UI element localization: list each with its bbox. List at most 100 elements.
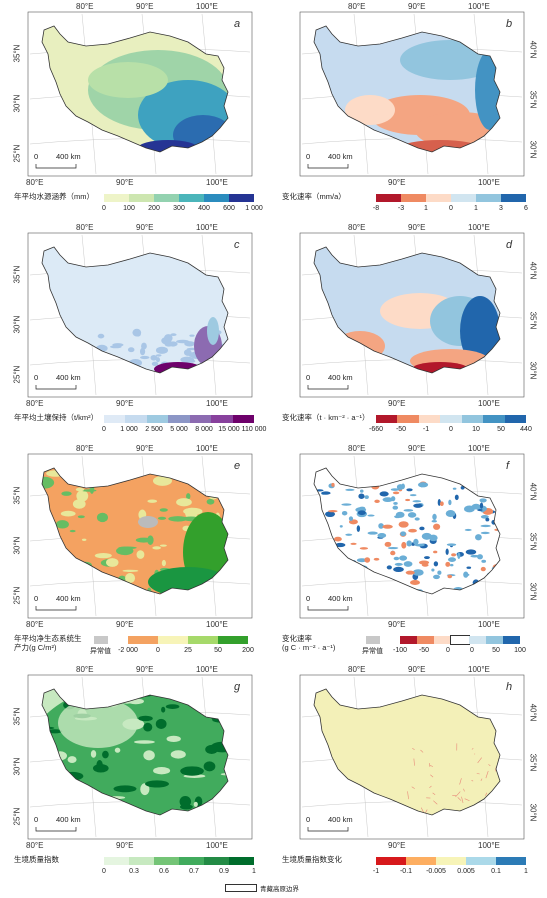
legend-swatch xyxy=(401,194,426,202)
legend-swatch xyxy=(204,857,229,865)
legend-tick: 5 000 xyxy=(170,426,188,433)
bottom-lon-label: 100°E xyxy=(206,178,228,187)
legend-swatch xyxy=(450,635,470,645)
scale-label: 400 km xyxy=(328,152,353,161)
legend-swatch xyxy=(417,636,435,644)
legend-tick: 0 xyxy=(102,426,106,433)
legend-tick: 400 xyxy=(198,205,210,212)
legend-title: 年平均水源涵养（mm） xyxy=(14,192,94,201)
legend-swatch xyxy=(179,194,204,202)
scale-zero: 0 xyxy=(34,815,39,824)
legend-ticks: -8 -3 1 0 1 3 6 xyxy=(373,205,528,215)
right-lat-label: 40°N xyxy=(528,703,538,722)
map-panel-g: g 0 400 km 80°E 90°E 100°E 80°E 90°E 100°E 35°N 30… xyxy=(6,665,274,887)
legend-swatch xyxy=(218,636,248,644)
left-lat-label: 35°N xyxy=(12,44,22,63)
scale-zero: 0 xyxy=(306,594,311,603)
legend-tick: -50 xyxy=(395,426,407,433)
map-panel-e: e 0 400 km 80°E 90°E 100°E 80°E 90°E 100°E 35°N 30… xyxy=(6,444,274,666)
legend-tick: 200 xyxy=(148,205,160,212)
panel-letter: f xyxy=(506,460,510,472)
scale-zero: 0 xyxy=(34,152,39,161)
top-lon-label: 100°E xyxy=(196,2,218,11)
map-e xyxy=(27,453,253,619)
legend-tick: -0.005 xyxy=(426,868,446,875)
legend-swatch xyxy=(496,857,526,865)
left-lat-label: 25°N xyxy=(12,586,22,605)
legend-ticks: -2 000 0 25 50 200 xyxy=(118,647,254,657)
plateau-boundary xyxy=(41,25,229,153)
legend-swatch xyxy=(418,415,441,423)
legend-ticks: 0 0.3 0.6 0.7 0.9 1 xyxy=(102,868,256,878)
plateau-fill xyxy=(314,26,500,152)
top-lon-label: 80°E xyxy=(348,665,366,674)
legend-ticks: -1 -0.1 -0.005 0.005 0.1 1 xyxy=(373,868,528,878)
plateau-boundary xyxy=(41,467,229,595)
panel-letter: e xyxy=(234,460,241,472)
top-lon-label: 90°E xyxy=(136,444,154,453)
legend-tick: 1 xyxy=(474,205,478,212)
legend-colorbar xyxy=(104,857,254,865)
right-lat-label: 30°N xyxy=(528,361,538,380)
map-frame xyxy=(27,232,253,398)
legend-swatch xyxy=(179,857,204,865)
legend-swatch xyxy=(485,636,503,644)
legend-swatch xyxy=(502,636,520,644)
legend-tick: 200 xyxy=(242,647,254,654)
legend-title: 生境质量指数 xyxy=(14,855,59,864)
scale-bar xyxy=(35,827,77,832)
legend-title: 变化速率 (g C · m⁻² · a⁻¹) xyxy=(282,634,336,652)
legend-swatch xyxy=(461,415,484,423)
legend-tick: 2 500 xyxy=(145,426,163,433)
scale-zero: 0 xyxy=(306,373,311,382)
legend-tick: 300 xyxy=(173,205,185,212)
bottom-lon-label: 90°E xyxy=(116,399,134,408)
legend-tick: -2 000 xyxy=(118,647,138,654)
panel-letter: b xyxy=(506,18,513,30)
legend-swatch xyxy=(476,194,501,202)
top-lon-label: 100°E xyxy=(468,665,490,674)
legend-swatch xyxy=(204,194,229,202)
plateau-boundary xyxy=(313,467,501,595)
right-lat-label: 35°N xyxy=(528,311,538,330)
top-lon-label: 90°E xyxy=(408,223,426,232)
legend-swatch xyxy=(440,415,462,423)
panel-letter: h xyxy=(506,681,513,693)
legend-colorbar xyxy=(128,636,248,644)
map-c xyxy=(27,232,253,398)
top-lon-label: 90°E xyxy=(408,2,426,11)
left-lat-label: 25°N xyxy=(12,144,22,163)
map-frame xyxy=(299,453,525,619)
bottom-lon-label: 100°E xyxy=(478,178,500,187)
legend-swatch xyxy=(154,857,179,865)
legend-swatch xyxy=(104,415,126,423)
legend-ticks: 0 100 200 300 400 600 1 000 xyxy=(102,205,263,215)
bottom-lon-label: 80°E xyxy=(26,841,44,850)
scale-label: 400 km xyxy=(56,152,81,161)
legend-tick: 3 xyxy=(499,205,503,212)
scale-bar xyxy=(307,606,349,611)
abnormal-swatch xyxy=(366,636,380,644)
right-lat-label: 30°N xyxy=(528,140,538,159)
left-lat-label: 25°N xyxy=(12,807,22,826)
legend-ticks: -100 -50 0 0 50 100 xyxy=(393,647,526,657)
legend-swatch xyxy=(400,636,418,644)
scale-label: 400 km xyxy=(328,815,353,824)
legend-colorbar xyxy=(104,415,254,423)
legend-swatch xyxy=(189,415,212,423)
legend-swatch xyxy=(376,194,401,202)
bottom-lon-label: 100°E xyxy=(206,620,228,629)
left-lat-label: 30°N xyxy=(12,757,22,776)
plateau-boundary xyxy=(41,688,229,816)
scale-zero: 0 xyxy=(34,373,39,382)
plateau-boundary xyxy=(313,25,501,153)
scale-label: 400 km xyxy=(328,373,353,382)
map-frame xyxy=(27,453,253,619)
panel-letter: g xyxy=(234,681,241,693)
scale-zero: 0 xyxy=(306,152,311,161)
legend-tick: 0 xyxy=(156,647,160,654)
legend-tick: -50 xyxy=(418,647,430,654)
legend-swatch xyxy=(232,415,254,423)
legend-tick: -0.1 xyxy=(399,868,413,875)
legend-swatch xyxy=(468,636,486,644)
